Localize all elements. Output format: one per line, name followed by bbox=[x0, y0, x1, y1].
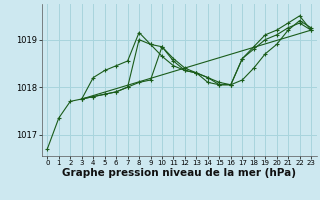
X-axis label: Graphe pression niveau de la mer (hPa): Graphe pression niveau de la mer (hPa) bbox=[62, 168, 296, 178]
